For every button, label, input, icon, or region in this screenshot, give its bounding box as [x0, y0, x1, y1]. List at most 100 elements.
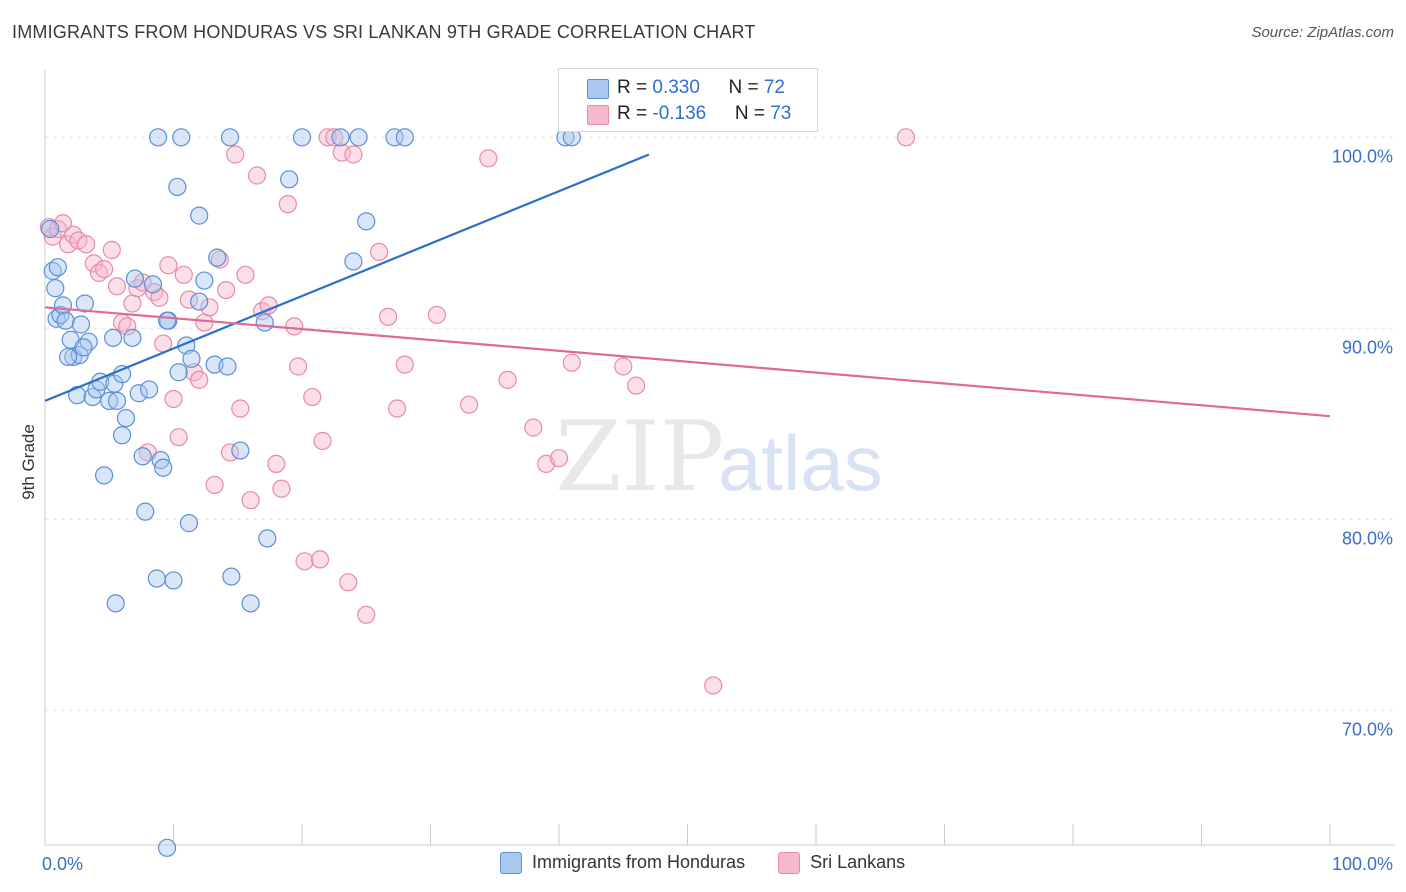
r-label: R = [617, 77, 653, 98]
data-point [378, 307, 398, 326]
data-point [220, 128, 240, 147]
n-value: 73 [770, 103, 792, 124]
watermark-atlas: atlas [718, 419, 883, 507]
data-point [174, 265, 193, 284]
data-point [562, 353, 581, 372]
n-label: N = [734, 103, 771, 124]
data-point [626, 376, 646, 395]
legend-swatch-pink [587, 105, 609, 125]
data-point [524, 418, 543, 437]
r-value: 0.330 [652, 77, 700, 98]
y-tick-label: 70.0% [1342, 719, 1393, 739]
data-point [303, 387, 322, 407]
data-point [704, 676, 723, 695]
n-label: N = [728, 77, 764, 98]
data-point [370, 242, 389, 261]
legend-swatch-blue [500, 852, 522, 875]
n-value: 72 [763, 77, 785, 98]
data-point [289, 357, 308, 376]
data-point [59, 235, 78, 254]
data-point [427, 305, 447, 325]
data-point [164, 389, 183, 409]
data-point [112, 426, 132, 445]
data-point [179, 514, 199, 533]
data-point [139, 380, 159, 399]
legend-label: Sri Lankans [810, 852, 906, 873]
data-point [295, 552, 314, 571]
data-point [255, 313, 274, 332]
data-point [217, 281, 236, 300]
data-point [95, 466, 114, 485]
data-point [247, 166, 267, 185]
r-label: R = [617, 103, 653, 124]
data-point [133, 447, 152, 466]
data-point [241, 594, 260, 613]
data-point [75, 294, 94, 313]
data-point [395, 128, 414, 147]
legend-label: Immigrants from Honduras [532, 852, 746, 873]
y-tick-label: 90.0% [1342, 337, 1393, 357]
series-honduras [41, 128, 581, 857]
trend-line [44, 153, 650, 402]
data-point [159, 256, 178, 275]
tick-labels: 70.0% 80.0% 90.0% 100.0% 0.0% 100.0% [42, 146, 1393, 874]
data-point [157, 838, 177, 857]
data-point [236, 265, 255, 284]
trend-line [44, 306, 1331, 418]
data-point [169, 428, 188, 447]
data-point [148, 128, 168, 147]
data-point [357, 605, 376, 624]
data-point [136, 502, 155, 521]
data-point [143, 275, 163, 294]
data-point [64, 225, 83, 244]
data-point [241, 491, 260, 510]
data-point [292, 128, 312, 147]
data-point [190, 206, 209, 225]
data-point [157, 311, 177, 330]
data-point [226, 145, 245, 164]
data-point [258, 529, 277, 548]
data-point [285, 317, 304, 336]
data-point [357, 212, 376, 231]
data-point [182, 349, 201, 368]
trend-lines [44, 153, 1331, 418]
data-point [222, 567, 241, 586]
data-point [125, 269, 145, 288]
data-point [498, 370, 517, 389]
data-point [169, 363, 188, 382]
y-tick-label: 100.0% [1332, 146, 1393, 166]
x-tick-label: 100.0% [1332, 854, 1393, 874]
data-point [106, 594, 125, 613]
legend-row-honduras: R = 0.330 N = 72 [617, 77, 785, 99]
legend-swatch-blue [587, 79, 609, 99]
data-point [231, 399, 250, 418]
data-point [48, 258, 67, 277]
grid-lines [45, 136, 1395, 711]
data-point [46, 279, 65, 298]
data-point [331, 128, 350, 147]
data-point [154, 458, 173, 477]
data-point [84, 254, 103, 273]
data-point [168, 177, 187, 197]
data-point [147, 569, 166, 588]
data-point [205, 475, 224, 495]
data-point [102, 240, 121, 260]
axes [44, 70, 1395, 846]
stats-legend: R = 0.330 N = 72 R = -0.136 N = 73 [558, 68, 818, 132]
data-point [107, 277, 127, 296]
data-point [339, 573, 358, 592]
data-point [387, 399, 407, 418]
legend-item-honduras[interactable]: Immigrants from Honduras [500, 852, 746, 875]
data-point [195, 313, 214, 332]
data-point [200, 298, 219, 317]
series-legend: Immigrants from Honduras Sri Lankans [500, 852, 933, 875]
data-point [385, 128, 404, 147]
data-point [77, 235, 96, 254]
legend-item-sri-lankans[interactable]: Sri Lankans [778, 852, 906, 875]
series-sri-lankans [39, 128, 916, 695]
data-point [218, 357, 237, 376]
legend-row-sri-lankans: R = -0.136 N = 73 [617, 103, 791, 125]
data-point [395, 355, 414, 374]
data-point [896, 128, 916, 147]
